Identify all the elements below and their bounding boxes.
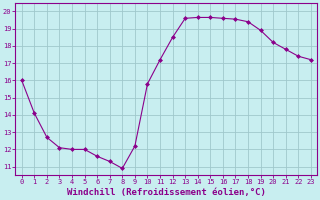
X-axis label: Windchill (Refroidissement éolien,°C): Windchill (Refroidissement éolien,°C) bbox=[67, 188, 266, 197]
